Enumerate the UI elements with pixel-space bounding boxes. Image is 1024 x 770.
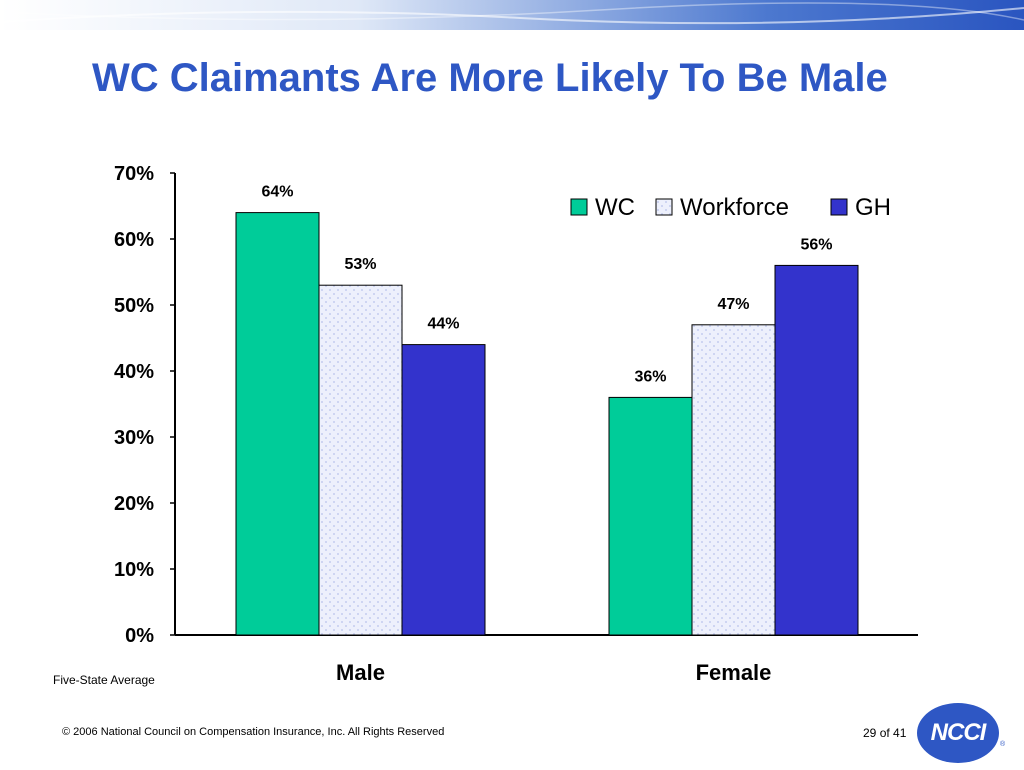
x-tick-label: Female (696, 660, 772, 685)
footnote: Five-State Average (53, 673, 155, 687)
y-tick-label: 60% (114, 229, 154, 251)
bar-wc-male (235, 212, 320, 636)
bar-workforce-female (691, 324, 776, 636)
data-label: 36% (634, 368, 666, 385)
legend: WC Workforce GH (570, 194, 891, 221)
data-label: 64% (261, 184, 293, 201)
bar-gh-male (401, 344, 486, 636)
page-current: 29 (863, 726, 877, 740)
page-number: 29 of 41 (863, 726, 906, 740)
copyright-notice: © 2006 National Council on Compensation … (62, 726, 445, 738)
y-tick-label: 30% (114, 427, 154, 449)
bar-wc-female (608, 396, 693, 636)
top-banner (0, 0, 1024, 30)
data-label: 56% (800, 236, 832, 253)
legend-swatch (830, 198, 848, 216)
bar-gh-female (774, 264, 859, 636)
legend-label: Workforce (680, 194, 789, 221)
logo-oval (917, 703, 999, 763)
page-total: of 41 (879, 726, 907, 740)
logo-registered-mark: ® (1000, 741, 1006, 748)
y-tick-label: 50% (114, 295, 154, 317)
y-tick-label: 20% (114, 493, 154, 515)
data-label: 53% (344, 256, 376, 273)
y-tick-label: 70% (114, 163, 154, 185)
slide-title: WC Claimants Are More Likely To Be Male (92, 56, 888, 100)
logo-text: NCCI (930, 719, 987, 746)
legend-swatch (570, 198, 588, 216)
data-labels: 64% 53% 44% 36% 47% 56% (261, 184, 832, 386)
y-tick-label: 0% (125, 625, 154, 647)
y-tick-label: 10% (114, 559, 154, 581)
y-axis: 0% 10% 20% 30% 40% 50% 60% 70% (114, 163, 918, 647)
x-tick-label: Male (336, 660, 385, 685)
x-axis-labels: Male Female (336, 660, 771, 685)
bars (235, 212, 859, 636)
data-label: 44% (427, 316, 459, 333)
y-tick-label: 40% (114, 361, 154, 383)
bar-workforce-male (318, 284, 403, 636)
legend-label: GH (855, 194, 891, 221)
legend-swatch (655, 198, 673, 216)
ncci-logo: NCCI ® (916, 701, 1008, 765)
data-label: 47% (717, 296, 749, 313)
legend-label: WC (595, 194, 635, 221)
